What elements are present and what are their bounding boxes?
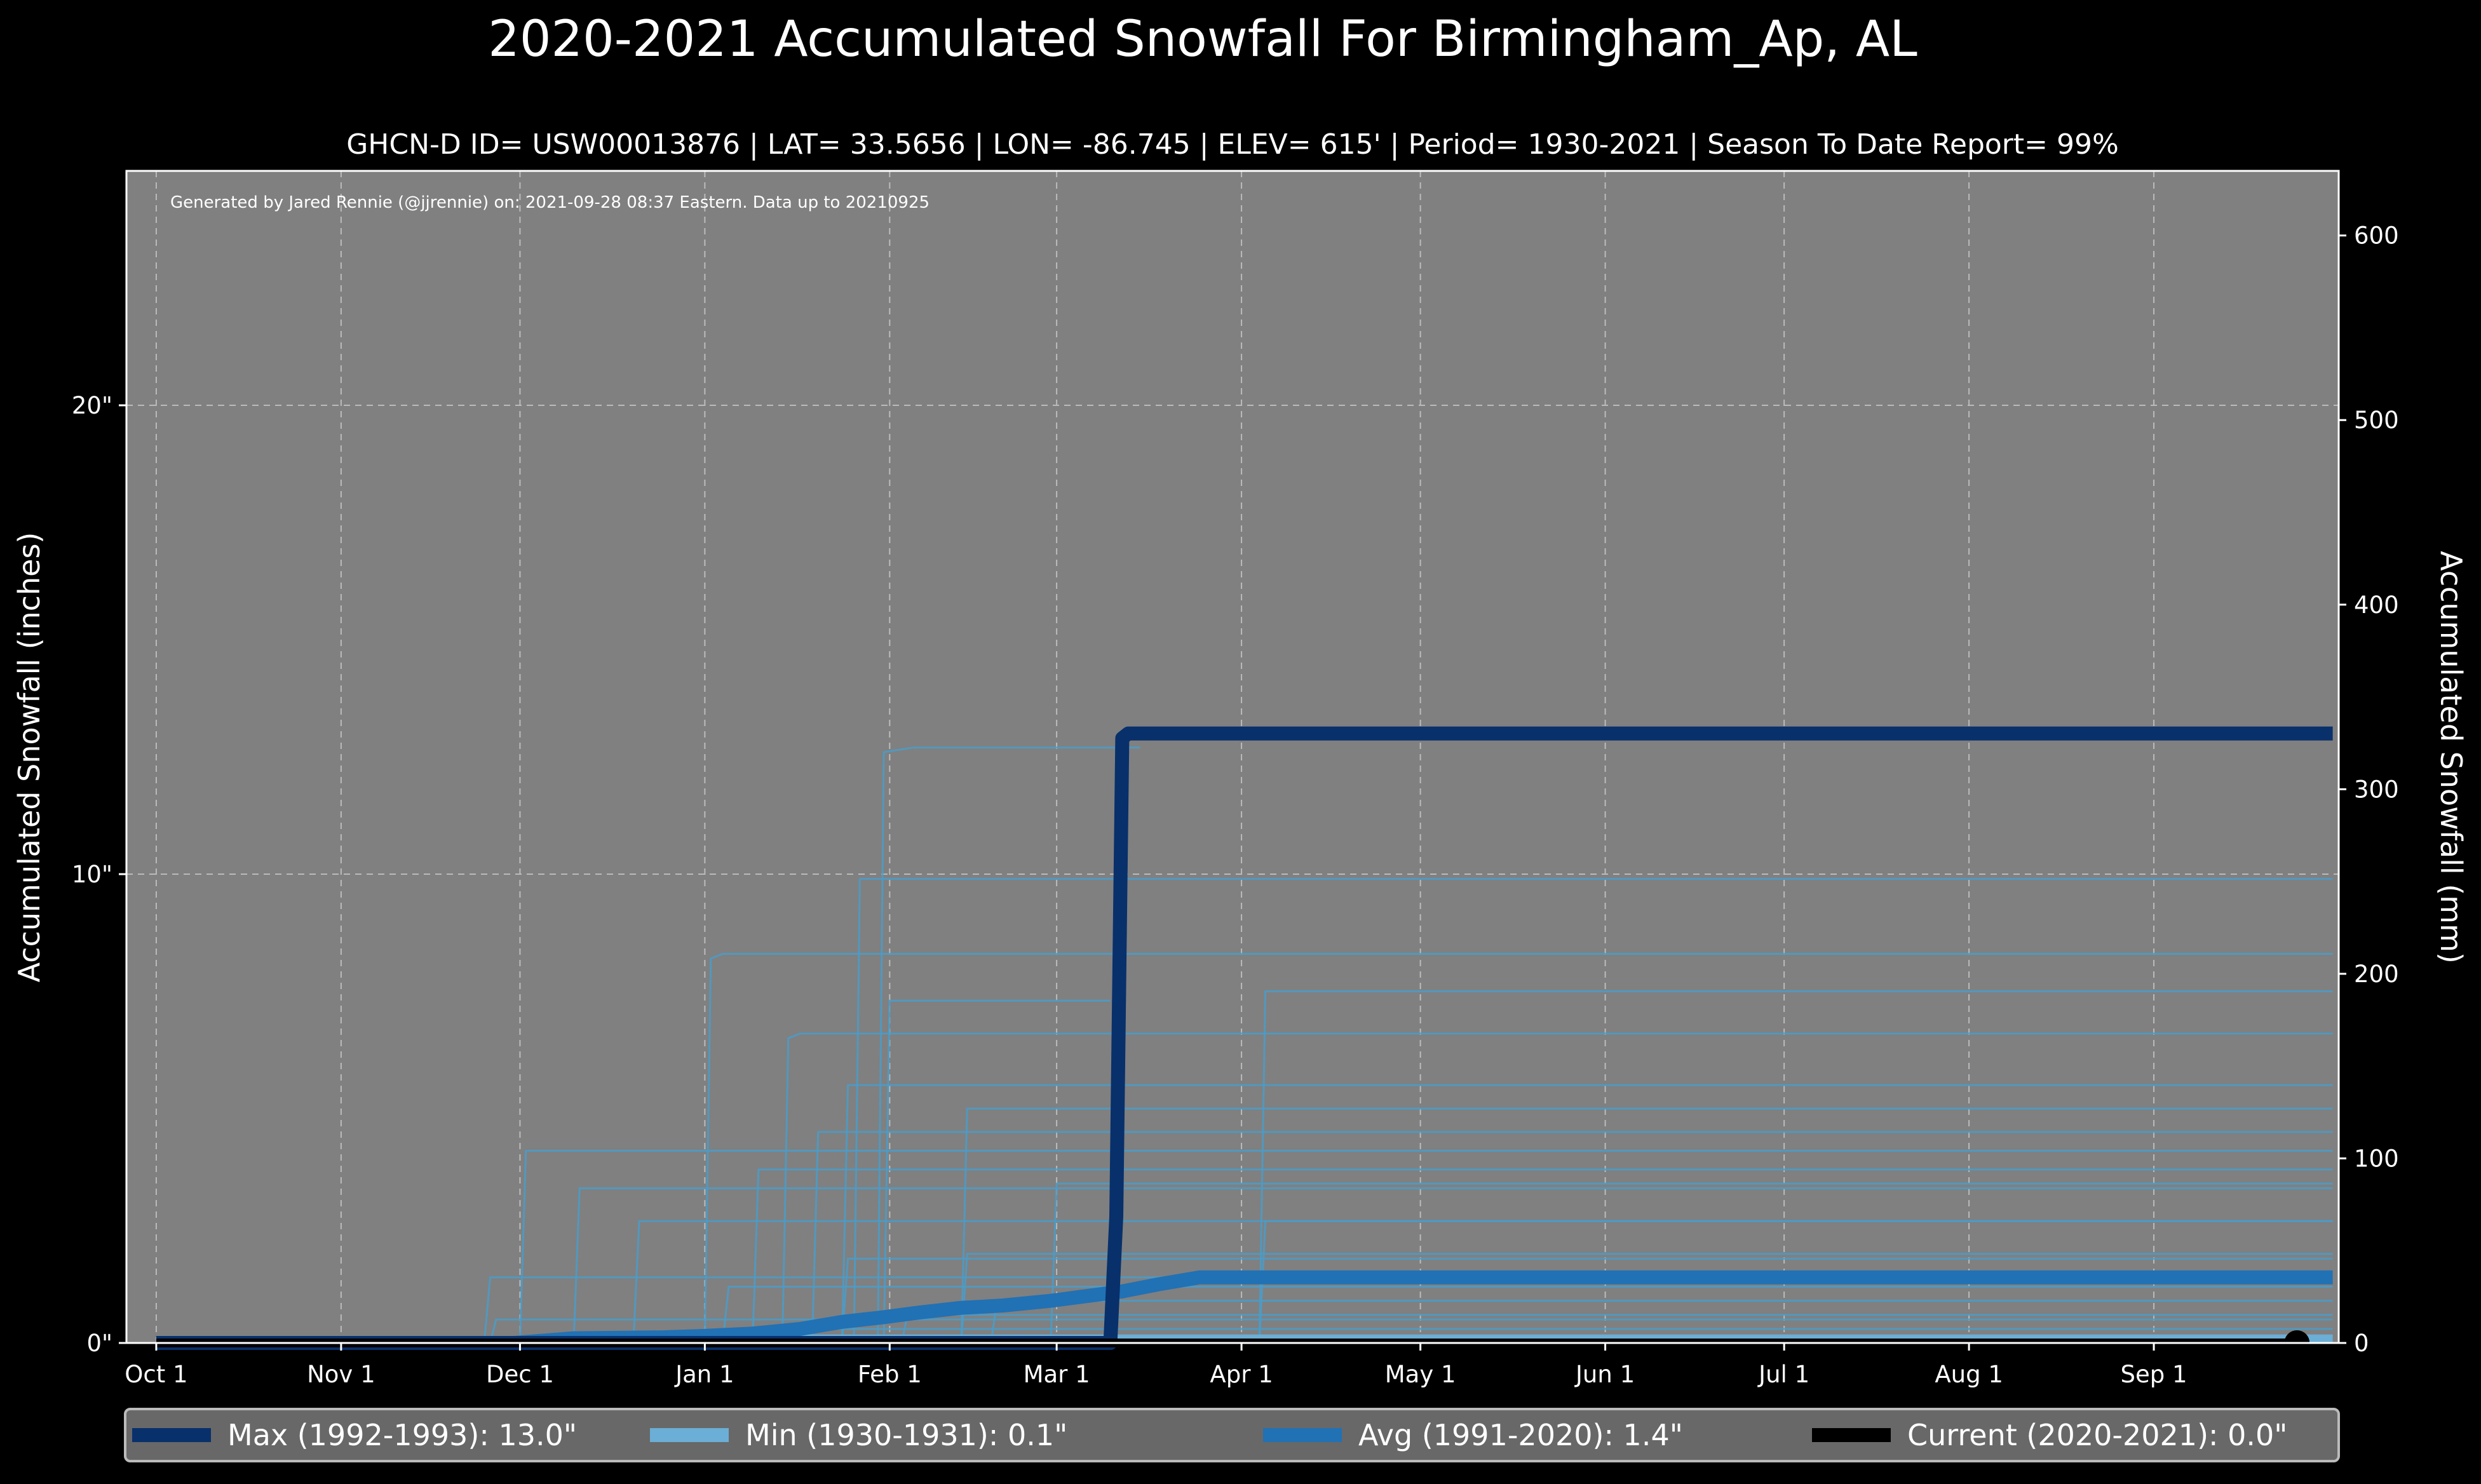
y-tick-label-right: 100 (2354, 1145, 2399, 1172)
legend-swatch-current (1812, 1428, 1891, 1442)
x-ticks: Oct 1 Nov 1 Dec 1 Jan 1 Feb 1 Mar 1 Apr 1 May 1… (125, 1343, 2187, 1388)
chart-subtitle: GHCN-D ID= USW00013876 | LAT= 33.5656 | … (346, 128, 2119, 161)
y-tick-label-right: 300 (2354, 776, 2399, 803)
chart-title: 2020-2021 Accumulated Snowfall For Birmi… (488, 11, 1917, 68)
x-tick-label: Feb 1 (858, 1361, 922, 1388)
legend-label-avg: Avg (1991-2020): 1.4" (1358, 1418, 1683, 1452)
x-tick-label: Jan 1 (674, 1361, 734, 1388)
legend-label-current: Current (2020-2021): 0.0" (1907, 1418, 2287, 1452)
x-tick-label: Dec 1 (486, 1361, 554, 1388)
y-ticks: 0" 10" 20" (72, 392, 126, 1357)
plot-frame (125, 170, 2340, 1344)
y-tick-label-right: 500 (2354, 407, 2399, 434)
legend-swatch-avg (1263, 1428, 1342, 1442)
y-ticks-right: 0 100 200 300 400 500 600 (2339, 222, 2399, 1357)
legend-swatch-min (650, 1428, 729, 1442)
x-tick-label: Sep 1 (2121, 1361, 2187, 1388)
x-tick-label: Jun 1 (1574, 1361, 1635, 1388)
x-tick-label: Aug 1 (1935, 1361, 2003, 1388)
x-tick-label: Mar 1 (1024, 1361, 1090, 1388)
legend-swatch-max (132, 1428, 211, 1442)
y-tick-label-right: 200 (2354, 961, 2399, 988)
y-tick-label-right: 600 (2354, 222, 2399, 250)
y-tick-label-right: 0 (2354, 1330, 2369, 1357)
y-tick-label: 10" (72, 861, 112, 888)
legend-label-max: Max (1992-1993): 13.0" (227, 1418, 577, 1452)
y-axis-label-right: Accumulated Snowfall (mm) (2434, 551, 2468, 964)
x-tick-label: Oct 1 (125, 1361, 187, 1388)
legend-label-min: Min (1930-1931): 0.1" (745, 1418, 1067, 1452)
plot-area (126, 171, 2339, 1343)
y-tick-label-right: 400 (2354, 591, 2399, 619)
x-tick-label: May 1 (1385, 1361, 1456, 1388)
y-tick-label: 0" (86, 1330, 112, 1357)
x-tick-label: Apr 1 (1210, 1361, 1273, 1388)
x-tick-label: Jul 1 (1757, 1361, 1809, 1388)
x-tick-label: Nov 1 (307, 1361, 375, 1388)
y-tick-label: 20" (72, 392, 112, 419)
legend: Max (1992-1993): 13.0" Min (1930-1931): 0… (124, 1408, 2340, 1462)
annotation-text: Generated by Jared Rennie (@jjrennie) on… (170, 193, 930, 212)
y-axis-label: Accumulated Snowfall (inches) (12, 532, 46, 983)
